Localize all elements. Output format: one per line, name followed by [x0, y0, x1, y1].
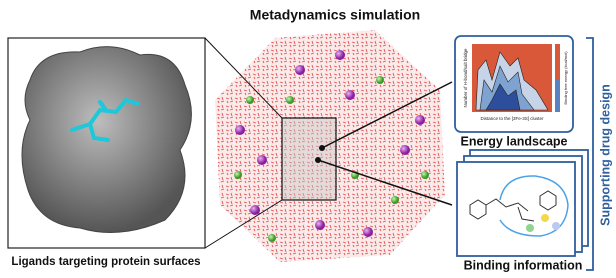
colorbar-label: Binding free energy (kcal/mol)	[563, 51, 568, 105]
residue	[526, 224, 534, 232]
x-axis-label: Distance to the [3Fe-3S] cluster	[480, 116, 544, 121]
residue	[552, 222, 560, 230]
pointer-dot	[315, 157, 321, 163]
colorbar	[555, 80, 560, 112]
side-label: Supporting drug design	[598, 84, 612, 226]
y-axis-label: Number of H-bond/salt bridge	[463, 48, 468, 108]
binding-caption: Binding information	[464, 258, 583, 272]
page: Ligands targeting protein surfaces Metad…	[0, 0, 616, 278]
card	[457, 162, 575, 256]
title: Metadynamics simulation	[250, 7, 420, 23]
zoom-box	[282, 118, 336, 200]
energy-caption: Energy landscape	[461, 134, 568, 148]
left-caption: Ligands targeting protein surfaces	[11, 256, 200, 268]
pointer-dot	[319, 145, 325, 151]
residue	[541, 214, 549, 222]
figure: Ligands targeting protein surfaces Metad…	[0, 0, 616, 278]
